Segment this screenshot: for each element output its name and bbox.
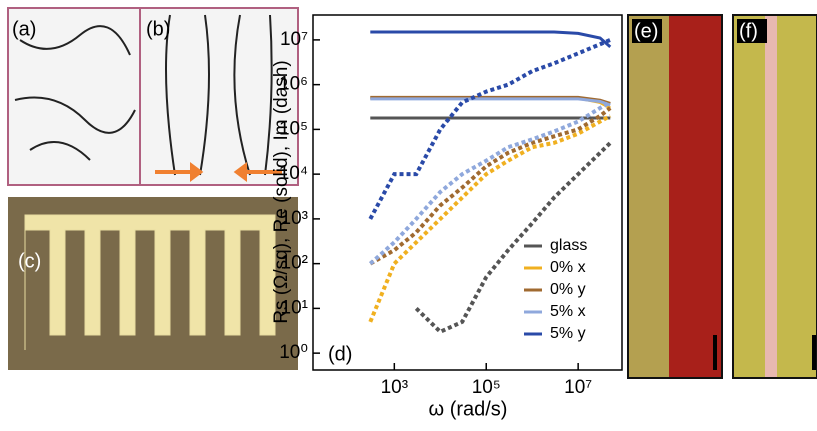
y-tick-label: 10² (281, 253, 308, 274)
x-tick-label: 10³ (381, 377, 408, 398)
y-tick-label: 10¹ (281, 297, 308, 318)
figure: (a) (b) (c) (e) (f) (d) ω (rad/s) Rs (Ω/… (0, 0, 817, 426)
y-tick-label: 10⁶ (279, 74, 308, 95)
image-e-left (629, 16, 669, 377)
legend-label: 0% x (550, 259, 586, 276)
legend-label: glass (550, 237, 587, 254)
image-f-stripe (765, 16, 777, 377)
panel-label: (a) (12, 18, 36, 40)
annotation: (d) (328, 343, 352, 365)
re-line (370, 32, 610, 47)
y-tick-label: 10³ (281, 208, 308, 229)
page: (a) (b) (c) (e) (f) (d) ω (rad/s) Rs (Ω/… (0, 0, 817, 426)
panel-label: (b) (146, 18, 170, 40)
x-tick-label: 10⁷ (564, 377, 592, 398)
y-label: Rs (Ω/sq), Re (solid), Im (dash) (271, 60, 292, 323)
scale-bar (812, 335, 816, 370)
scale-bar (713, 335, 717, 370)
panel-label: (e) (634, 20, 658, 42)
legend-label: 0% y (550, 281, 586, 298)
y-tick-label: 10⁷ (280, 29, 308, 50)
y-tick-label: 10⁴ (279, 163, 308, 184)
x-tick-label: 10⁵ (472, 377, 501, 398)
y-tick-label: 10⁵ (279, 118, 308, 139)
x-label: ω (rad/s) (429, 398, 508, 420)
legend-label: 5% x (550, 303, 586, 320)
re-line (370, 99, 610, 105)
panel-label: (f) (739, 20, 758, 42)
y-tick-label: 10⁰ (279, 342, 308, 363)
legend-label: 5% y (550, 325, 586, 342)
panel-label: (c) (18, 250, 41, 272)
